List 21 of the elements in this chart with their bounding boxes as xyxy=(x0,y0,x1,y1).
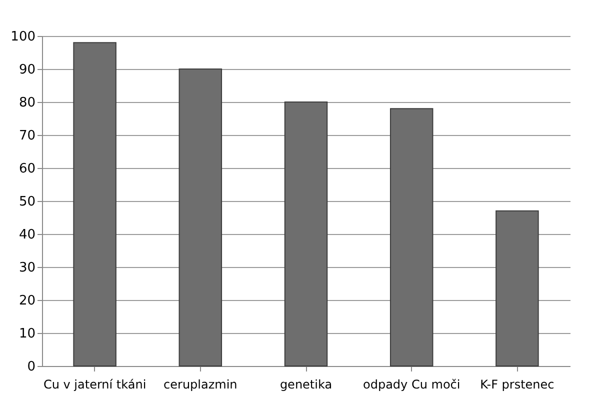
x-tick-label: odpady Cu moči xyxy=(362,378,460,392)
bar xyxy=(178,68,222,366)
y-tick-label: 30 xyxy=(18,260,36,276)
y-tick-label: 60 xyxy=(18,162,36,176)
y-tick-label: 70 xyxy=(18,128,36,144)
x-tick-label: genetika xyxy=(280,378,332,392)
bar xyxy=(73,42,116,366)
y-tick-label: 90 xyxy=(18,62,36,78)
y-tick-label: 10 xyxy=(18,326,36,342)
y-tick-label: 0 xyxy=(27,360,36,374)
x-tick-label: K-F prstenec xyxy=(480,378,554,392)
x-tick-label: ceruplazmin xyxy=(164,378,238,392)
bar xyxy=(390,108,434,366)
y-tick-label: 40 xyxy=(18,228,36,242)
x-tick-label: Cu v jaterní tkáni xyxy=(43,378,146,392)
y-tick-label: 100 xyxy=(10,30,36,44)
y-tick-label: 80 xyxy=(18,96,36,110)
y-tick-label: 50 xyxy=(18,194,36,210)
bar xyxy=(496,210,539,366)
bar xyxy=(284,102,328,366)
y-tick-label: 20 xyxy=(18,294,36,308)
